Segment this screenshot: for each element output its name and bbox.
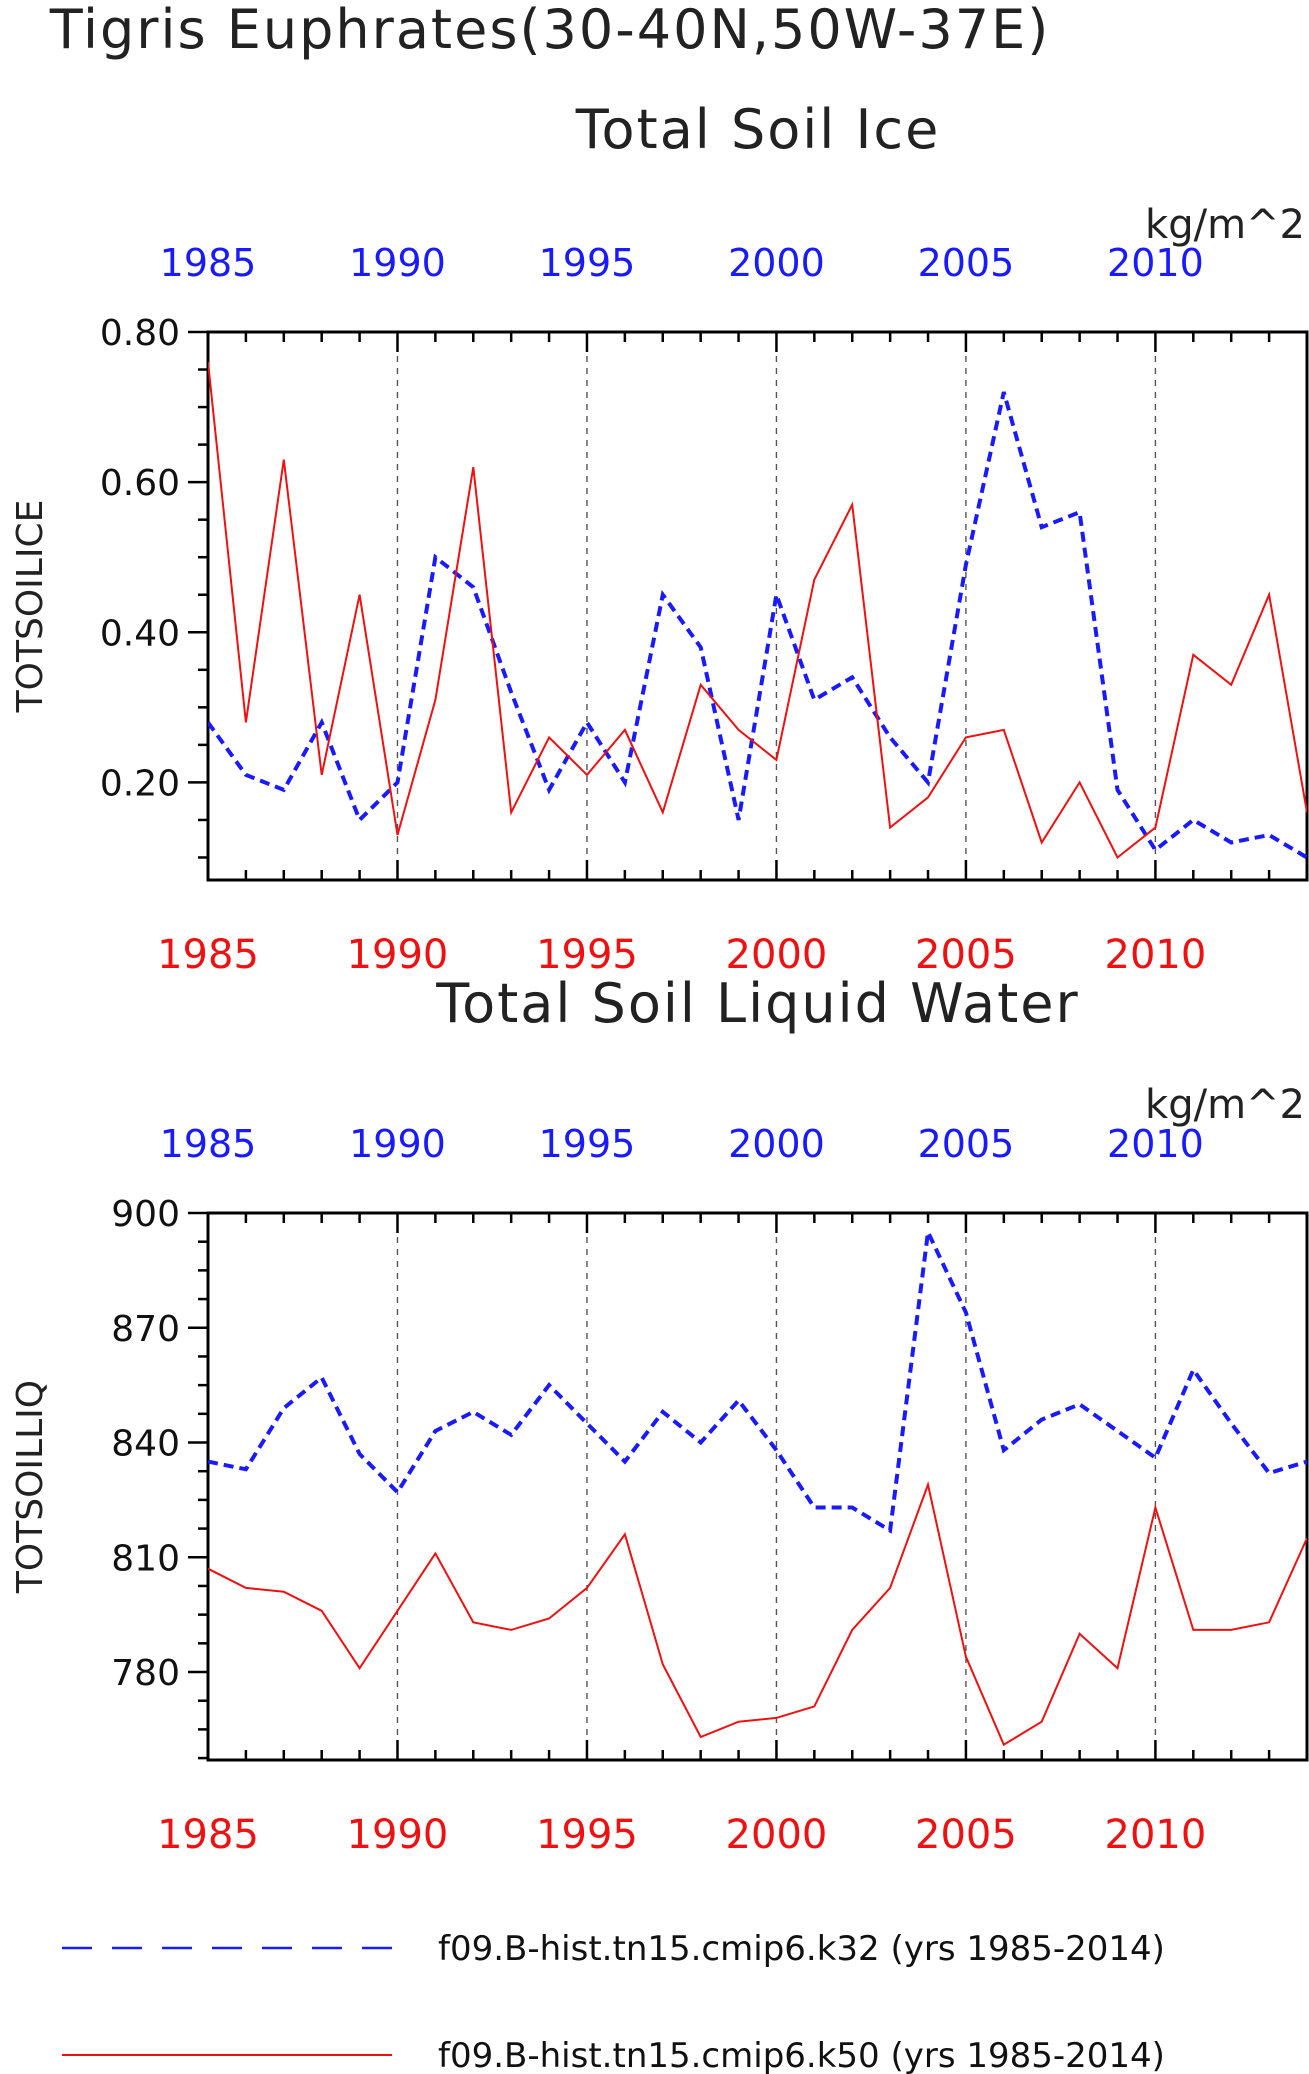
y-tick-label: 900: [111, 1194, 180, 1235]
y-tick-label: 840: [111, 1424, 180, 1465]
x-tick-label-bottom: 1995: [536, 1812, 638, 1858]
legend: f09.B-hist.tn15.cmip6.k32 (yrs 1985-2014…: [62, 1929, 1165, 2074]
series-line-2: [208, 361, 1307, 860]
x-tick-label-bottom: 1990: [347, 1812, 449, 1858]
x-tick-label-top: 2005: [918, 241, 1015, 285]
x-tick-label-top: 2010: [1107, 241, 1204, 285]
series-line-1: [208, 391, 1307, 860]
series-line-2: [208, 1481, 1307, 1747]
chart-panel-1: Total Soil Ice kg/m^2 TOTSOILICE 1985 1985 19…: [10, 98, 1309, 978]
x-tick-label-top: 1990: [349, 241, 446, 285]
y-tick-label: 870: [111, 1309, 180, 1350]
x-tick-label-bottom: 2010: [1105, 932, 1207, 978]
x-tick-label-top: 1995: [539, 1122, 636, 1166]
x-tick-label-bottom: 1995: [536, 932, 638, 978]
x-tick-label-bottom: 2005: [915, 1812, 1017, 1858]
x-tick-label-top: 1985: [160, 241, 257, 285]
chart-main-title: Tigris Euphrates(30-40N,50W-37E): [49, 0, 1051, 61]
y-axis-label: TOTSOILICE: [10, 500, 51, 714]
x-tick-label-top: 1990: [349, 1122, 446, 1166]
y-tick-label: 0.80: [100, 313, 180, 354]
legend-label-1: f09.B-hist.tn15.cmip6.k32 (yrs 1985-2014…: [438, 1929, 1165, 1969]
plot-frame: [206, 330, 1309, 882]
x-tick-label-bottom: 2010: [1105, 1812, 1207, 1858]
x-tick-label-top: 2000: [728, 1122, 825, 1166]
x-tick-label-bottom: 1990: [347, 932, 449, 978]
chart-panel-2: Total Soil Liquid Water kg/m^2 TOTSOILLIQ 1…: [10, 972, 1309, 1858]
x-tick-label-bottom: 2000: [726, 1812, 828, 1858]
panel-title: Total Soil Liquid Water: [435, 972, 1079, 1035]
y-axis-label: TOTSOILLIQ: [10, 1380, 51, 1594]
x-tick-label-bottom: 1985: [157, 932, 259, 978]
y-tick-label: 0.40: [100, 613, 180, 654]
x-tick-label-bottom: 2000: [726, 932, 828, 978]
series-line-1: [208, 1225, 1307, 1534]
panels-group: Total Soil Ice kg/m^2 TOTSOILICE 1985 1985 19…: [10, 98, 1309, 1858]
x-tick-label-top: 1985: [160, 1122, 257, 1166]
y-tick-label: 0.60: [100, 463, 180, 504]
y-tick-label: 780: [111, 1653, 180, 1694]
x-tick-label-top: 2005: [918, 1122, 1015, 1166]
y-tick-label: 810: [111, 1538, 180, 1579]
plot-frame: [206, 1211, 1309, 1762]
legend-label-2: f09.B-hist.tn15.cmip6.k50 (yrs 1985-2014…: [438, 2036, 1165, 2074]
y-tick-label: 0.20: [100, 763, 180, 804]
units-label: kg/m^2: [1145, 202, 1305, 248]
x-tick-label-bottom: 2005: [915, 932, 1017, 978]
x-tick-label-top: 2010: [1107, 1122, 1204, 1166]
x-tick-label-top: 2000: [728, 241, 825, 285]
panel-title: Total Soil Ice: [575, 98, 941, 161]
x-tick-label-bottom: 1985: [157, 1812, 259, 1858]
x-tick-label-top: 1995: [539, 241, 636, 285]
units-label: kg/m^2: [1145, 1082, 1305, 1128]
